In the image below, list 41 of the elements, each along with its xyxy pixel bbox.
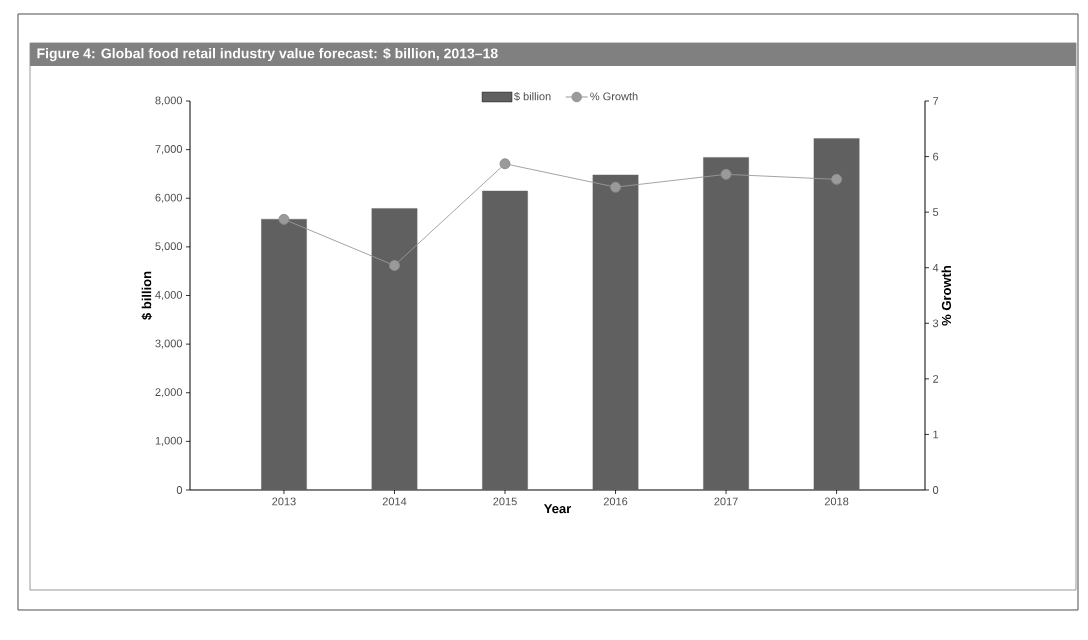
y2-tick-label: 4 — [932, 263, 939, 272]
bar — [813, 138, 860, 490]
bar — [371, 208, 418, 490]
point — [499, 158, 511, 170]
x-tick-label: 2016 — [603, 497, 628, 506]
point — [389, 260, 400, 271]
legend-label: $ billion — [514, 92, 551, 101]
y2-tick-label: 3 — [932, 319, 939, 328]
point — [610, 181, 621, 193]
x-tick-label: 2015 — [493, 497, 517, 506]
y-tick-label: 7,000 — [155, 145, 183, 155]
bar — [261, 218, 307, 490]
x-tick-label: 2017 — [714, 497, 738, 506]
y2-tick-label: 0 — [932, 486, 939, 494]
y-tick-label: 6,000 — [155, 193, 183, 203]
bar — [482, 190, 528, 490]
legend-label: % Growth — [590, 92, 638, 101]
y2-tick-label: 7 — [933, 97, 939, 105]
y-tick-label: 8,000 — [155, 96, 183, 106]
x-tick-label: 2018 — [824, 497, 849, 506]
y-tick-label: 3,000 — [155, 339, 183, 349]
y-tick-label: 0 — [176, 486, 183, 494]
y-axis-title: $ billion — [141, 271, 153, 320]
y2-axis-title: % Growth — [941, 265, 952, 326]
y-tick-label: 2,000 — [155, 388, 183, 398]
y2-tick-label: 6 — [933, 152, 939, 161]
point — [831, 173, 843, 185]
y-tick-label: 4,000 — [155, 290, 183, 301]
y-tick-label: 5,000 — [155, 242, 183, 252]
y-tick-label: 1,000 — [155, 436, 183, 446]
x-axis-title: Year — [543, 504, 572, 514]
point — [720, 168, 732, 180]
point — [278, 213, 290, 225]
y2-tick-label: 5 — [932, 208, 939, 216]
x-tick-label: 2013 — [272, 497, 296, 506]
chart-title: Figure 4: Global food retail industry value forecast: $ billion, 2013–18 — [37, 47, 498, 62]
x-tick-label: 2014 — [382, 497, 407, 506]
bar — [703, 157, 749, 490]
y2-tick-label: 2 — [933, 375, 939, 383]
bar — [592, 174, 639, 490]
y2-tick-label: 1 — [933, 430, 939, 439]
